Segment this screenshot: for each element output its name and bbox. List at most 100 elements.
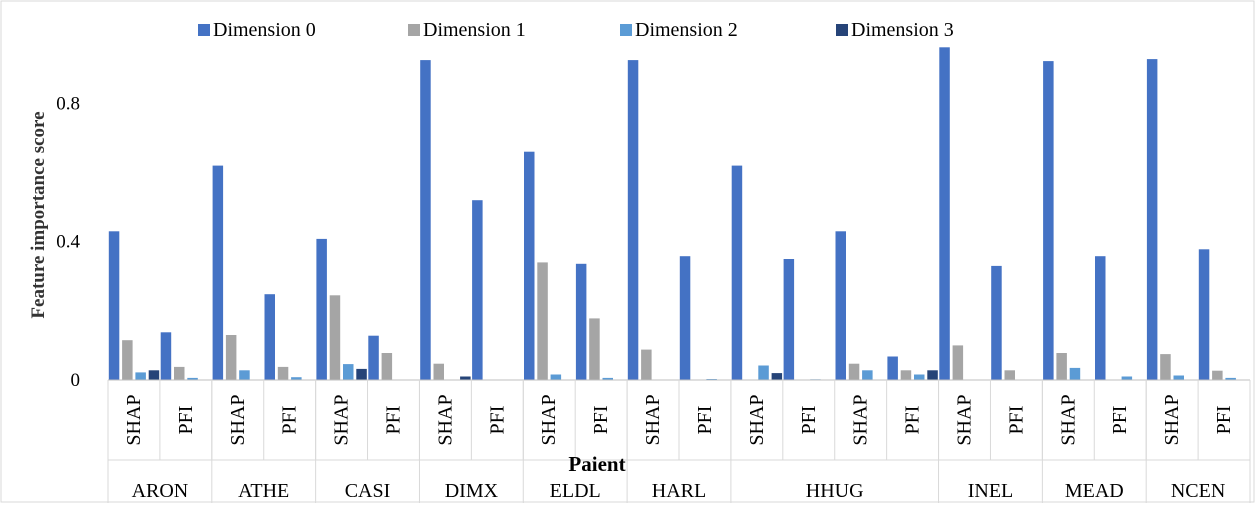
bar-athe-shap-0-dim2: [239, 370, 250, 380]
method-label-shap: SHAP: [538, 394, 560, 445]
bar-eldl-pfi-1-dim2: [602, 377, 613, 380]
bar-athe-pfi-1-dim0: [264, 294, 275, 380]
method-label-pfi: PFI: [902, 406, 924, 435]
bar-ncen-shap-0-dim1: [1160, 354, 1171, 380]
bar-aron-pfi-1-dim1: [174, 366, 185, 380]
method-label-shap: SHAP: [1057, 394, 1079, 445]
bar-hhug-pfi-3-dim0: [887, 356, 898, 380]
y-axis-title: Feature importance score: [28, 111, 49, 318]
bar-mead-shap-0-dim0: [1043, 61, 1054, 380]
bar-mead-shap-0-dim1: [1056, 353, 1067, 380]
x-axis-title: Paient: [568, 452, 625, 476]
bar-harl-shap-0-dim0: [627, 60, 639, 380]
bar-aron-pfi-1-dim0: [160, 332, 172, 380]
method-label-shap: SHAP: [123, 394, 145, 445]
bar-hhug-shap-2-dim0: [835, 231, 846, 380]
bar-inel-pfi-1-dim0: [991, 265, 1002, 380]
bar-hhug-pfi-3-dim3: [927, 370, 938, 380]
method-label-pfi: PFI: [798, 406, 820, 435]
bar-ncen-pfi-1-dim2: [1225, 377, 1236, 380]
bar-athe-pfi-1-dim2: [291, 377, 302, 380]
method-label-pfi: PFI: [694, 406, 716, 435]
method-label-pfi: PFI: [383, 406, 405, 435]
bar-eldl-shap-0-dim1: [537, 262, 548, 380]
bar-dimx-shap-0-dim3: [460, 376, 471, 380]
bar-mead-pfi-1-dim2: [1121, 376, 1133, 380]
method-label-shap: SHAP: [954, 394, 976, 445]
bar-aron-shap-0-dim3: [148, 370, 160, 380]
patient-label-mead: MEAD: [1065, 480, 1124, 502]
patient-label-harl: HARL: [652, 480, 706, 502]
method-label-pfi: PFI: [175, 406, 197, 435]
legend-swatch-dim0: [198, 24, 210, 36]
bar-aron-shap-0-dim2: [135, 372, 146, 380]
bar-ncen-shap-0-dim2: [1173, 375, 1184, 380]
method-label-pfi: PFI: [279, 406, 301, 435]
bar-ncen-shap-0-dim0: [1146, 59, 1158, 380]
bar-hhug-pfi-3-dim2: [914, 374, 925, 380]
bar-hhug-pfi-1-dim0: [783, 259, 795, 380]
bar-casi-pfi-1-dim0: [368, 335, 379, 380]
method-label-pfi: PFI: [486, 406, 508, 435]
patient-label-hhug: HHUG: [806, 480, 864, 502]
legend-label-dim3: Dimension 3: [851, 19, 954, 41]
legend-label-dim0: Dimension 0: [213, 19, 316, 41]
bar-dimx-shap-0-dim0: [420, 60, 431, 380]
bar-aron-pfi-1-dim2: [187, 377, 198, 380]
method-label-pfi: PFI: [1109, 406, 1131, 435]
y-tick-label: 0: [71, 370, 81, 391]
bar-casi-pfi-1-dim1: [381, 353, 393, 380]
method-label-pfi: PFI: [590, 406, 612, 435]
bar-aron-shap-0-dim1: [122, 340, 133, 380]
bar-inel-pfi-1-dim1: [1004, 370, 1015, 380]
bar-hhug-shap-0-dim0: [731, 165, 743, 380]
method-label-pfi: PFI: [1213, 406, 1235, 435]
legend-label-dim1: Dimension 1: [423, 19, 526, 41]
bar-ncen-pfi-1-dim0: [1198, 249, 1210, 380]
bar-casi-shap-0-dim1: [329, 295, 341, 380]
bar-mead-pfi-1-dim0: [1095, 256, 1106, 380]
patient-label-aron: ARON: [132, 480, 189, 502]
patient-label-athe: ATHE: [238, 480, 289, 502]
bar-eldl-shap-0-dim0: [524, 151, 535, 380]
bar-harl-shap-0-dim1: [641, 349, 652, 380]
bar-eldl-pfi-1-dim0: [575, 263, 587, 380]
bar-hhug-shap-0-dim2: [758, 365, 769, 380]
patient-label-ncen: NCEN: [1171, 480, 1225, 502]
method-label-shap: SHAP: [746, 394, 768, 445]
patient-label-eldl: ELDL: [550, 480, 601, 502]
bar-hhug-pfi-3-dim1: [900, 370, 912, 380]
bar-casi-shap-0-dim3: [356, 368, 367, 380]
bar-inel-shap-0-dim1: [952, 345, 964, 380]
method-label-shap: SHAP: [1161, 394, 1183, 445]
bar-eldl-shap-0-dim2: [550, 374, 562, 380]
patient-label-inel: INEL: [968, 480, 1014, 502]
bar-hhug-shap-2-dim1: [848, 363, 860, 380]
method-label-shap: SHAP: [434, 394, 456, 445]
bar-ncen-pfi-1-dim1: [1212, 370, 1223, 380]
method-label-shap: SHAP: [642, 394, 664, 445]
method-label-shap: SHAP: [331, 394, 353, 445]
y-tick-label: 0.4: [56, 232, 80, 253]
bar-mead-shap-0-dim2: [1069, 367, 1081, 380]
bar-athe-pfi-1-dim1: [277, 366, 289, 380]
legend-swatch-dim3: [836, 24, 848, 36]
patient-label-dimx: DIMX: [445, 480, 499, 502]
legend-swatch-dim2: [620, 24, 632, 36]
bar-casi-shap-0-dim0: [316, 238, 327, 380]
method-label-pfi: PFI: [1005, 406, 1027, 435]
method-label-shap: SHAP: [227, 394, 249, 445]
bar-hhug-shap-2-dim2: [862, 370, 873, 380]
bar-hhug-shap-0-dim3: [771, 373, 783, 380]
bar-athe-shap-0-dim1: [225, 335, 237, 380]
bar-dimx-shap-0-dim1: [433, 363, 444, 380]
bar-eldl-pfi-1-dim1: [589, 318, 600, 380]
bar-athe-shap-0-dim0: [212, 165, 224, 380]
method-label-shap: SHAP: [850, 394, 872, 445]
y-tick-label: 0.8: [56, 93, 80, 114]
bar-inel-shap-0-dim0: [939, 47, 950, 381]
bar-harl-pfi-1-dim0: [679, 256, 691, 380]
legend-swatch-dim1: [408, 24, 420, 36]
